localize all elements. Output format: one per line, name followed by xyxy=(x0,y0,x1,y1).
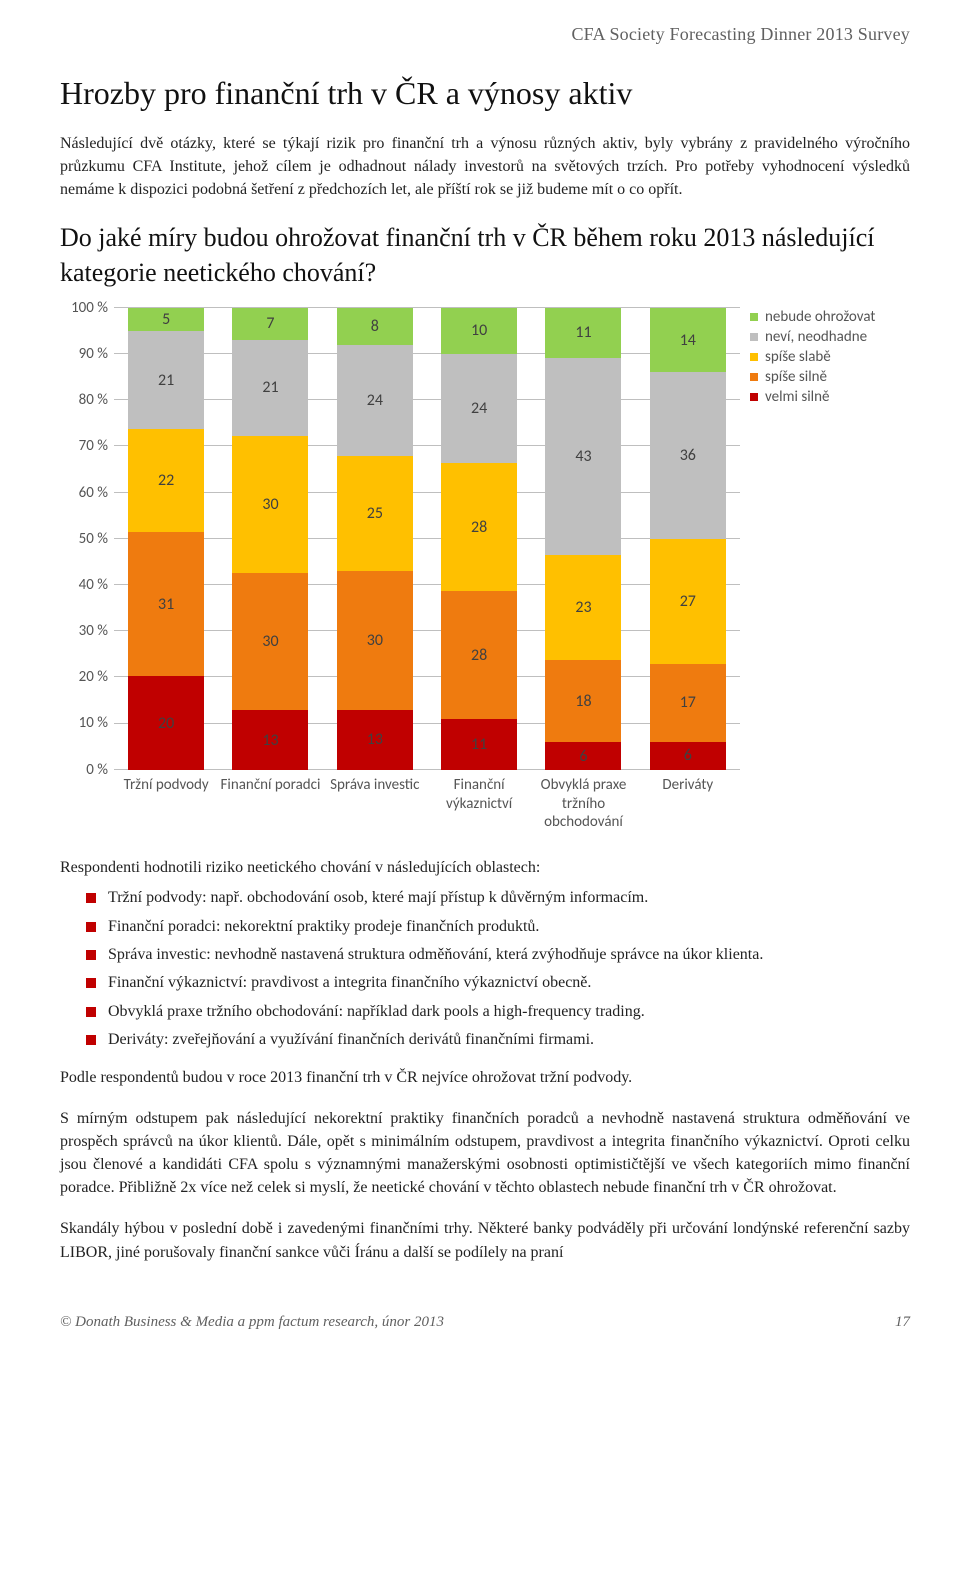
bullet-square-icon xyxy=(86,1007,96,1017)
bar-segment: 21 xyxy=(232,340,308,436)
bar-segment: 6 xyxy=(650,742,726,770)
page-title: Hrozby pro finanční trh v ČR a výnosy ak… xyxy=(60,75,910,112)
bullet-item: Finanční poradci: nekorektní praktiky pr… xyxy=(86,916,910,938)
bullet-list: Tržní podvody: např. obchodování osob, k… xyxy=(86,887,910,1051)
bullet-square-icon xyxy=(86,1035,96,1045)
bar-segment: 28 xyxy=(441,463,517,591)
bars-container: 2031222151330302171330252481128282410618… xyxy=(114,308,740,770)
bullet-text: Finanční poradci: nekorektní praktiky pr… xyxy=(108,916,539,938)
x-label: Finanční poradci xyxy=(220,776,320,832)
bar-segment: 5 xyxy=(128,308,204,331)
paragraph-4: Skandály hýbou v poslední době i zaveden… xyxy=(60,1217,910,1263)
legend-swatch xyxy=(750,333,758,341)
page-footer: © Donath Business & Media a ppm factum r… xyxy=(60,1314,910,1331)
legend-label: velmi silně xyxy=(765,388,829,406)
bar-segment: 31 xyxy=(128,532,204,677)
legend-item: neví, neodhadne xyxy=(750,328,910,346)
x-label: Tržní podvody xyxy=(116,776,216,832)
bullet-text: Tržní podvody: např. obchodování osob, k… xyxy=(108,887,648,909)
x-label: Finanční výkaznictví xyxy=(429,776,529,832)
bar-segment: 43 xyxy=(545,358,621,555)
legend-swatch xyxy=(750,393,758,401)
bar-segment: 8 xyxy=(337,308,413,345)
legend-swatch xyxy=(750,353,758,361)
bar-segment: 30 xyxy=(232,573,308,710)
bullet-square-icon xyxy=(86,978,96,988)
legend-item: nebude ohrožovat xyxy=(750,308,910,326)
legend-label: spíše silně xyxy=(765,368,827,386)
x-label: Správa investic xyxy=(325,776,425,832)
legend-swatch xyxy=(750,313,758,321)
plot-area: 2031222151330302171330252481128282410618… xyxy=(114,308,740,770)
bar-segment: 23 xyxy=(545,555,621,660)
bar-column: 133030217 xyxy=(232,308,308,770)
bar-segment: 30 xyxy=(337,571,413,710)
bar-segment: 27 xyxy=(650,539,726,664)
legend-item: spíše slabě xyxy=(750,348,910,366)
bar-segment: 6 xyxy=(545,742,621,769)
bullet-text: Finanční výkaznictví: pravdivost a integ… xyxy=(108,972,591,994)
legend-item: velmi silně xyxy=(750,388,910,406)
x-label: Deriváty xyxy=(638,776,738,832)
bar-segment: 17 xyxy=(650,664,726,743)
bullet-item: Obvyklá praxe tržního obchodování: napří… xyxy=(86,1001,910,1023)
bar-segment: 30 xyxy=(232,436,308,573)
y-axis: 0 %10 %20 %30 %40 %50 %60 %70 %80 %90 %1… xyxy=(60,308,114,770)
bar-segment: 13 xyxy=(337,710,413,770)
bullet-item: Tržní podvody: např. obchodování osob, k… xyxy=(86,887,910,909)
page-number: 17 xyxy=(895,1314,910,1331)
page-header: CFA Society Forecasting Dinner 2013 Surv… xyxy=(60,24,910,45)
bar-segment: 13 xyxy=(232,710,308,769)
bar-segment: 25 xyxy=(337,456,413,572)
bar-segment: 36 xyxy=(650,372,726,538)
bullet-item: Deriváty: zveřejňování a využívání finan… xyxy=(86,1029,910,1051)
bullet-square-icon xyxy=(86,922,96,932)
bar-segment: 10 xyxy=(441,308,517,354)
bar-column: 617273614 xyxy=(650,308,726,770)
bullet-square-icon xyxy=(86,950,96,960)
stacked-bar-chart: 0 %10 %20 %30 %40 %50 %60 %70 %80 %90 %1… xyxy=(60,308,910,832)
post-chart-lead: Respondenti hodnotili riziko neetického … xyxy=(60,856,910,879)
x-label: Obvyklá praxe tržního obchodování xyxy=(533,776,633,832)
x-axis-labels: Tržní podvodyFinanční poradciSpráva inve… xyxy=(114,776,740,832)
bar-column: 1128282410 xyxy=(441,308,517,770)
legend-item: spíše silně xyxy=(750,368,910,386)
footer-credit: © Donath Business & Media a ppm factum r… xyxy=(60,1314,444,1331)
bar-segment: 14 xyxy=(650,308,726,373)
bar-segment: 22 xyxy=(128,429,204,532)
chart-question: Do jaké míry budou ohrožovat finanční tr… xyxy=(60,220,910,290)
bullet-item: Finanční výkaznictví: pravdivost a integ… xyxy=(86,972,910,994)
bar-column: 133025248 xyxy=(337,308,413,770)
legend-swatch xyxy=(750,373,758,381)
paragraph-3: S mírným odstupem pak následující nekore… xyxy=(60,1107,910,1200)
legend-label: nebude ohrožovat xyxy=(765,308,875,326)
bar-segment: 20 xyxy=(128,676,204,769)
bullet-square-icon xyxy=(86,893,96,903)
bullet-item: Správa investic: nevhodně nastavená stru… xyxy=(86,944,910,966)
legend-label: neví, neodhadne xyxy=(765,328,867,346)
bar-segment: 24 xyxy=(441,354,517,464)
bullet-text: Správa investic: nevhodně nastavená stru… xyxy=(108,944,763,966)
bullet-text: Deriváty: zveřejňování a využívání finan… xyxy=(108,1029,594,1051)
bar-column: 203122215 xyxy=(128,308,204,770)
legend: nebude ohrožovat neví, neodhadne spíše sla… xyxy=(750,308,910,408)
bar-column: 618234311 xyxy=(545,308,621,770)
legend-label: spíše slabě xyxy=(765,348,831,366)
bar-segment: 18 xyxy=(545,660,621,742)
bar-segment: 24 xyxy=(337,345,413,456)
intro-paragraph: Následující dvě otázky, které se týkají … xyxy=(60,132,910,202)
bar-segment: 11 xyxy=(441,719,517,769)
bar-segment: 21 xyxy=(128,331,204,429)
bar-segment: 28 xyxy=(441,591,517,719)
bar-segment: 11 xyxy=(545,308,621,358)
bar-segment: 7 xyxy=(232,308,308,340)
paragraph-2: Podle respondentů budou v roce 2013 fina… xyxy=(60,1066,910,1089)
bullet-text: Obvyklá praxe tržního obchodování: napří… xyxy=(108,1001,645,1023)
